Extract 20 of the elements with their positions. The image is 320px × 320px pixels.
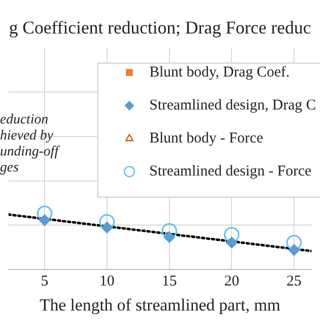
point [224,227,240,243]
point [286,234,302,250]
point [36,206,52,222]
point [101,222,113,234]
legend-label: Streamlined design, Drag C [149,98,316,114]
x-tick-label: 10 [100,274,115,290]
legend-label: Blunt body, Drag Coef. [149,64,290,81]
x-axis-title: The length of streamlined part, mm [40,295,280,314]
x-tick-label: 20 [224,274,240,290]
x-tick-label: 5 [40,274,48,290]
chart-title: g Coefficient reduction; Drag Force reduc [8,18,312,38]
x-tick-label: 15 [162,274,177,290]
point [226,236,238,248]
text: eduction hieved by unding-off ges [0,112,60,176]
legend-label: Streamlined design - Force [149,164,312,180]
point [38,214,50,226]
x-tick-label: 25 [286,274,302,290]
point [288,244,300,256]
point [164,231,176,243]
legend-label: Blunt body - Force [149,130,264,147]
